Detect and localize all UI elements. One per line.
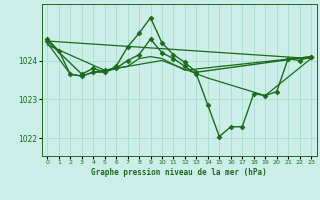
X-axis label: Graphe pression niveau de la mer (hPa): Graphe pression niveau de la mer (hPa) bbox=[91, 168, 267, 177]
